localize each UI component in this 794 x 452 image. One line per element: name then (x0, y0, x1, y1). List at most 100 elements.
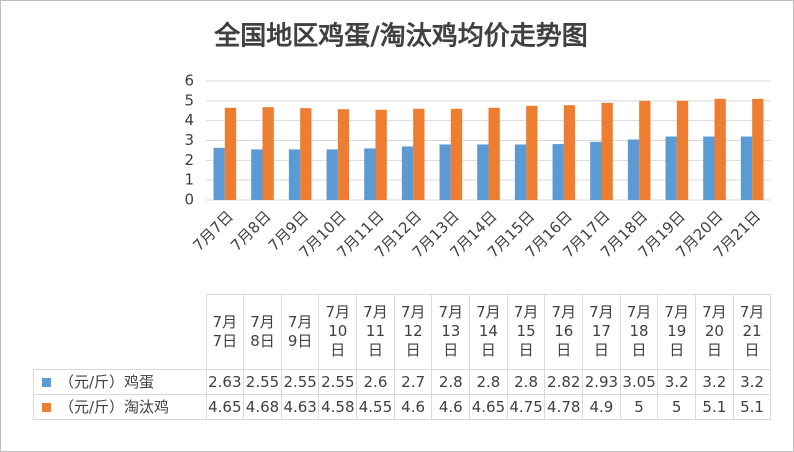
table-value: 4.63 (280, 393, 320, 420)
table-value: 5 (619, 393, 659, 420)
bar (401, 146, 414, 200)
table-value: 4.75 (506, 393, 546, 420)
legend-label: （元/斤）淘汰鸡 (59, 398, 170, 416)
bar (627, 139, 640, 200)
y-tick-label: 3 (184, 131, 194, 149)
table-value: 2.63 (205, 368, 245, 395)
table-row: （元/斤）淘汰鸡 4.65 4.68 4.63 4.58 4.55 4.6 4.6 4.65 4.… (33, 393, 772, 420)
y-tick-label: 4 (184, 111, 194, 129)
table-value: 4.78 (544, 393, 584, 420)
y-tick-label: 1 (184, 171, 194, 189)
legend-swatch (42, 403, 51, 412)
bar (364, 148, 376, 200)
chart-title: 全国地区鸡蛋/淘汰鸡均价走势图 (213, 21, 588, 52)
bar (300, 108, 312, 200)
table-header-cell: 7月13日 (431, 294, 471, 370)
table-row: （元/斤）鸡蛋 2.63 2.55 2.55 2.55 2.6 2.7 2.8 2.8 2.8 2.… (33, 368, 772, 395)
bar (213, 147, 225, 200)
x-tick-label: 7月7日 (189, 207, 236, 254)
category-label: 7月21日 (739, 303, 765, 360)
table-value: 4.6 (431, 393, 471, 420)
category-label: 7月9日 (287, 312, 313, 350)
table-value: 4.9 (582, 393, 621, 420)
bar (514, 144, 527, 200)
table-value: 2.6 (356, 368, 395, 395)
table-header-row: 7月7日 7月8日 7月9日 7月10日 7月11日 7月12日 7月13日 7月14日 7月1… (33, 294, 772, 370)
table-value: 4.55 (356, 393, 395, 420)
table-value: 4.65 (469, 393, 508, 420)
bar (288, 149, 301, 200)
category-label: 7月14日 (476, 303, 501, 360)
table-value: 2.82 (544, 368, 584, 395)
table-value: 3.2 (732, 368, 772, 395)
table-value: 2.8 (506, 368, 546, 395)
bar (601, 102, 613, 200)
table-header-cell: 7月15日 (506, 294, 546, 370)
category-label: 7月15日 (513, 303, 539, 360)
category-label: 7月19日 (664, 303, 689, 360)
bar (639, 100, 651, 200)
table-value: 5.1 (732, 393, 772, 420)
bar (337, 109, 350, 200)
table-header-cell: 7月16日 (544, 294, 584, 370)
legend-label: （元/斤）鸡蛋 (59, 373, 155, 391)
table-value: 2.8 (469, 368, 508, 395)
bar (439, 144, 451, 200)
bar (326, 149, 338, 200)
category-label: 7月10日 (325, 303, 351, 360)
bar (262, 107, 274, 200)
category-label: 7月12日 (400, 303, 426, 360)
table-value: 2.55 (280, 368, 320, 395)
table-header-cell: 7月11日 (356, 294, 395, 370)
y-tick-label: 2 (184, 151, 194, 169)
table-header-cell: 7月8日 (243, 294, 282, 370)
table-header-cell: 7月21日 (732, 294, 772, 370)
bar (375, 109, 387, 200)
table-value: 2.8 (431, 368, 471, 395)
bar (590, 141, 602, 200)
table-value: 4.58 (318, 393, 358, 420)
category-label: 7月17日 (589, 303, 614, 360)
table-header-cell: 7月18日 (619, 294, 659, 370)
table-value: 3.2 (657, 368, 697, 395)
legend-cell: （元/斤）淘汰鸡 (33, 393, 207, 420)
category-label: 7月16日 (551, 303, 576, 360)
bar (740, 136, 753, 200)
table-value: 5.1 (695, 393, 734, 420)
bar (714, 98, 726, 200)
table-value: 2.55 (243, 368, 282, 395)
bar (752, 98, 764, 200)
y-tick-label: 5 (184, 91, 194, 109)
x-tick-label: 7月8日 (227, 207, 274, 254)
table-value: 2.93 (582, 368, 621, 395)
table-header-cell: 7月10日 (318, 294, 358, 370)
table-header-cell: 7月12日 (393, 294, 433, 370)
table-value: 5 (657, 393, 697, 420)
table-corner (33, 294, 207, 370)
category-label: 7月13日 (438, 303, 464, 360)
table-value: 2.55 (318, 368, 358, 395)
table-value: 4.6 (393, 393, 433, 420)
category-label: 7月8日 (250, 312, 275, 350)
table-value: 2.7 (393, 368, 433, 395)
table-header-cell: 7月17日 (582, 294, 621, 370)
bar (563, 105, 576, 200)
table-header-cell: 7月19日 (657, 294, 697, 370)
table-header-cell: 7月9日 (280, 294, 320, 370)
bar (526, 105, 538, 200)
category-label: 7月7日 (212, 312, 238, 350)
legend-cell: （元/斤）鸡蛋 (33, 368, 207, 395)
bar (224, 107, 237, 200)
data-table: 7月7日 7月8日 7月9日 7月10日 7月11日 7月12日 7月13日 7月14日 7月1… (33, 294, 772, 420)
table-value: 4.65 (205, 393, 245, 420)
bar (251, 149, 263, 200)
table-header-cell: 7月7日 (205, 294, 245, 370)
table-value: 3.05 (619, 368, 659, 395)
bar (488, 107, 500, 200)
bar (413, 108, 425, 200)
y-tick-label: 6 (184, 72, 194, 90)
bar (450, 108, 463, 200)
category-label: 7月20日 (702, 303, 727, 360)
